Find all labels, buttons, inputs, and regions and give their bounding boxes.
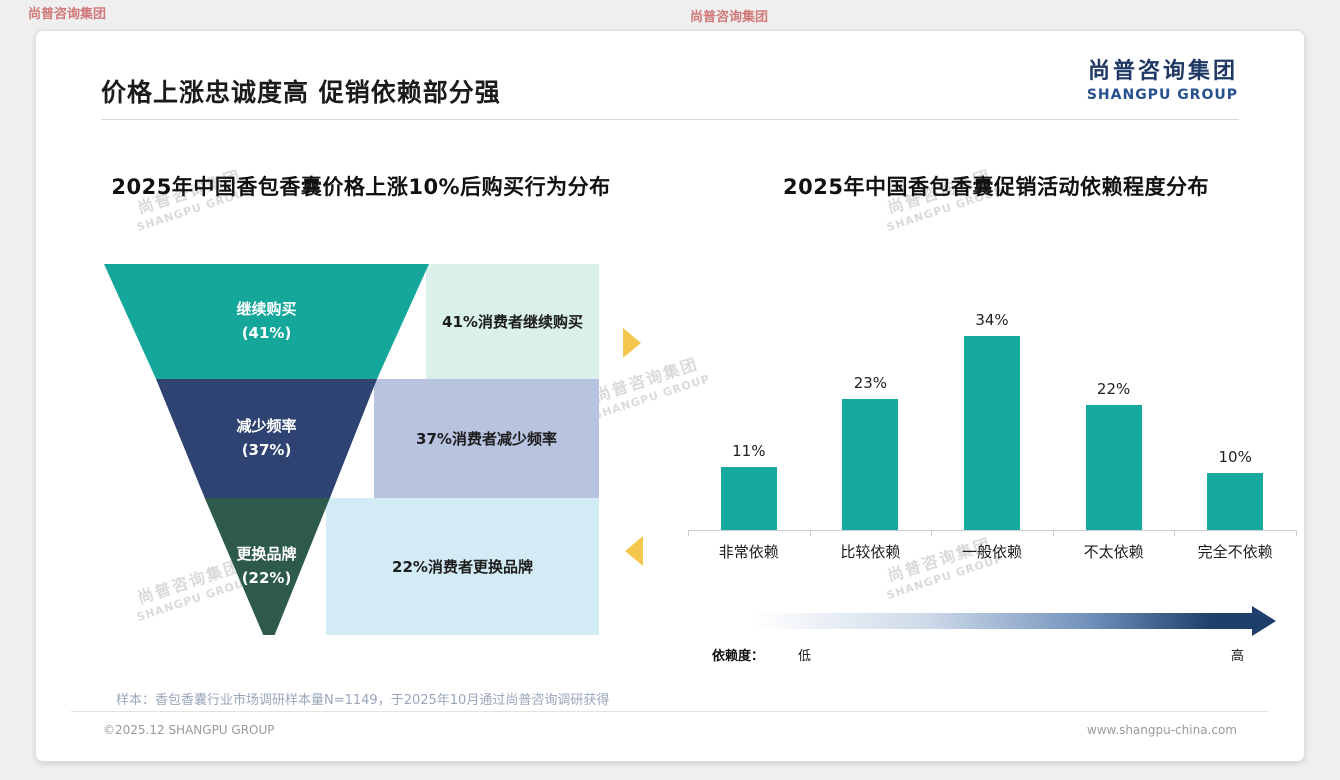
bar-value-label: 34% [975,311,1009,330]
funnel-desc-panel: 22%消费者更换品牌 [326,498,599,635]
funnel-segment-label: 继续购买 [236,300,297,319]
dependency-gradient-arrow [754,606,1276,636]
page-title: 价格上涨忠诚度高 促销依赖部分强 [101,78,501,107]
bar-column: 34% [931,311,1053,530]
funnel-segment-label: 减少频率 [236,417,297,436]
bar-category-label: 非常依赖 [718,543,779,561]
funnel-segment-label: 更换品牌 [236,545,297,564]
bar-value-label: 23% [853,373,888,392]
axis-tick [688,530,689,536]
yellow-left-arrow-icon [625,536,643,566]
funnel-desc-text: 37%消费者减少频率 [416,430,557,448]
bar-chart-title: 2025年中国香包香囊促销活动依赖程度分布 [783,175,1209,199]
funnel-desc-panel: 41%消费者继续购买 [426,264,599,379]
funnel-chart-title: 2025年中国香包香囊价格上涨10%后购买行为分布 [111,175,611,199]
bar-chart: 11% 23% 34% 22% 10% 非常依赖 比较依赖 一般依赖 不太依赖 完全不依赖 依赖… [688,299,1297,664]
watermark-red: 尚普咨询集团 [690,10,769,25]
gradient-arrow-body [754,613,1252,629]
funnel-segment: 继续购买 (41%) [104,264,429,379]
funnel-desc-panel: 37%消费者减少频率 [374,379,599,498]
axis-tick [1174,530,1176,536]
bar-plot-area: 11% 23% 34% 22% 10% [688,299,1297,536]
axis-note-low: 低 [798,649,812,664]
bar-value-label: 11% [732,442,766,461]
bar-value-label: 22% [1096,379,1131,398]
axis-note-high: 高 [1230,649,1244,664]
bar-column: 11% [688,442,810,530]
bar [963,336,1020,530]
bar-value-label: 10% [1218,448,1252,466]
axis-note-label: 依赖度： [712,649,765,664]
logo-en-text: SHANGPU GROUP [1086,87,1238,103]
sample-note: 样本：香包香囊行业市场调研样本量N=1149，于2025年10月通过尚普咨询调研… [116,693,610,708]
bar-category-label: 一般依赖 [961,543,1022,561]
dependency-axis-note: 依赖度： 低 高 [688,645,1296,664]
gradient-arrow-head-icon [1252,606,1276,636]
company-logo: 尚普咨询集团 SHANGPU GROUP [1087,53,1238,103]
yellow-right-arrow-icon [623,328,641,358]
funnel-segment-pct: (22%) [241,568,292,587]
website-text: www.shangpu-china.com [1086,723,1237,737]
funnel-chart: 41%消费者继续购买 37%消费者减少频率 22%消费者更换品牌 继续购买 (4… [104,264,664,636]
watermark-red: 尚普咨询集团 [28,7,107,22]
bar [842,398,899,530]
bar [720,467,777,530]
logo-cn-text: 尚普咨询集团 [1087,59,1238,84]
bar [1085,404,1142,530]
funnel-segment-pct: (37%) [241,440,292,459]
funnel-desc-text: 41%消费者继续购买 [442,313,583,331]
bar-category-axis: 非常依赖 比较依赖 一般依赖 不太依赖 完全不依赖 [688,531,1296,562]
axis-tick [809,530,811,536]
axis-tick [931,530,933,536]
bar-category-label: 比较依赖 [840,543,901,561]
bar-column: 22% [1053,380,1175,530]
bar [1207,473,1264,530]
slide-card: 尚普咨询集团 SHANGPU GROUP 尚普咨询集团 SHANGPU GROU… [35,30,1305,762]
bar-column: 23% [810,374,932,530]
axis-tick [1296,530,1297,536]
axis-tick [1052,530,1054,536]
bottom-bar: ©2025.12 SHANGPU GROUP www.shangpu-china… [71,711,1269,737]
title-divider [101,119,1239,120]
funnel-desc-text: 22%消费者更换品牌 [392,558,533,576]
copyright-text: ©2025.12 SHANGPU GROUP [103,723,275,737]
bar-column: 10% [1174,448,1296,530]
bar-category-label: 完全不依赖 [1197,543,1273,561]
bar-category-label: 不太依赖 [1083,543,1144,561]
funnel-segment-pct: (41%) [241,323,292,342]
